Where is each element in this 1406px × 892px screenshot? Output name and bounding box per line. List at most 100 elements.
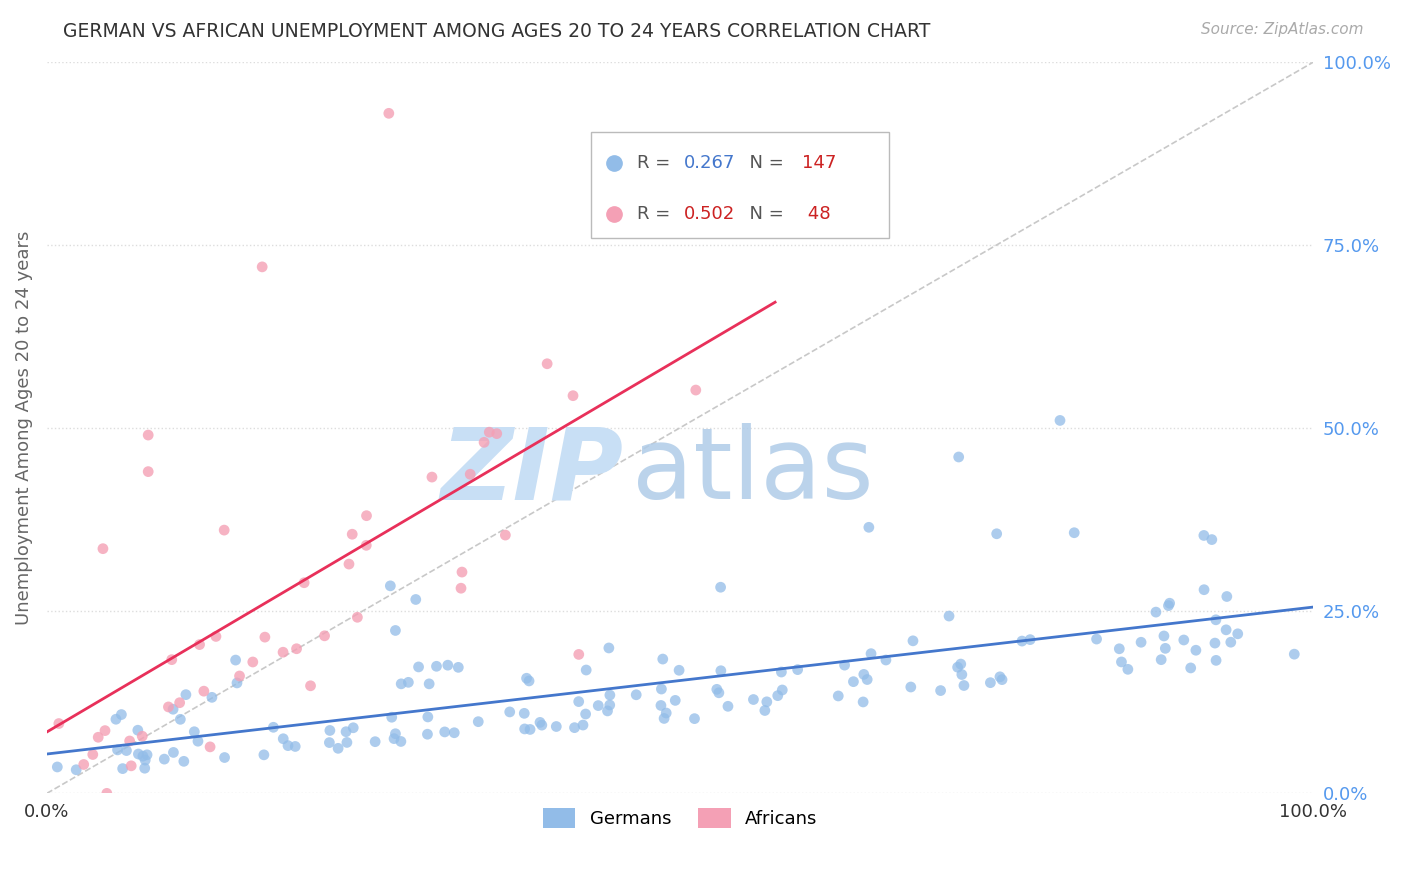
Point bbox=[1180, 661, 1202, 675]
Point bbox=[82, 747, 104, 762]
Point bbox=[118, 734, 141, 748]
Point bbox=[326, 741, 349, 756]
Point bbox=[356, 508, 378, 523]
Point bbox=[188, 638, 211, 652]
Point bbox=[991, 673, 1014, 687]
Point bbox=[201, 690, 224, 705]
Point bbox=[443, 725, 465, 739]
Point bbox=[860, 647, 883, 661]
Point bbox=[356, 538, 378, 552]
Point bbox=[458, 467, 481, 482]
Point bbox=[420, 470, 443, 484]
Point bbox=[655, 706, 678, 720]
Point bbox=[127, 747, 149, 761]
Point bbox=[335, 724, 357, 739]
Point bbox=[564, 721, 586, 735]
Point bbox=[346, 610, 368, 624]
Point bbox=[1226, 627, 1249, 641]
Point bbox=[948, 450, 970, 464]
Point bbox=[1150, 653, 1173, 667]
Point bbox=[271, 731, 294, 746]
Point bbox=[568, 648, 591, 662]
Point bbox=[472, 435, 495, 450]
Text: GERMAN VS AFRICAN UNEMPLOYMENT AMONG AGES 20 TO 24 YEARS CORRELATION CHART: GERMAN VS AFRICAN UNEMPLOYMENT AMONG AGE… bbox=[63, 22, 931, 41]
Point bbox=[1173, 632, 1195, 647]
Point bbox=[384, 727, 406, 741]
Point bbox=[127, 723, 149, 738]
Point bbox=[683, 712, 706, 726]
Point bbox=[478, 425, 501, 440]
Point bbox=[160, 653, 183, 667]
Point bbox=[652, 711, 675, 725]
Point bbox=[314, 629, 336, 643]
Point bbox=[382, 731, 405, 746]
Point bbox=[596, 704, 619, 718]
Point bbox=[598, 640, 620, 655]
Point bbox=[513, 722, 536, 736]
Point bbox=[162, 746, 184, 760]
Point bbox=[901, 633, 924, 648]
Point bbox=[336, 735, 359, 749]
Point bbox=[599, 688, 621, 702]
Point bbox=[1111, 655, 1133, 669]
Point bbox=[946, 660, 969, 674]
Point bbox=[575, 663, 598, 677]
Point bbox=[710, 664, 733, 678]
Point bbox=[318, 735, 340, 749]
Point bbox=[875, 653, 897, 667]
Text: 0.502: 0.502 bbox=[683, 204, 735, 222]
Point bbox=[562, 389, 585, 403]
Point bbox=[136, 465, 159, 479]
Point bbox=[575, 706, 598, 721]
Point bbox=[572, 718, 595, 732]
Point bbox=[110, 707, 132, 722]
Point bbox=[706, 682, 728, 697]
Text: Source: ZipAtlas.com: Source: ZipAtlas.com bbox=[1201, 22, 1364, 37]
Point bbox=[786, 663, 808, 677]
Point bbox=[242, 655, 264, 669]
Point bbox=[253, 630, 276, 644]
Point bbox=[364, 734, 387, 748]
Point bbox=[499, 705, 522, 719]
Point bbox=[1153, 629, 1175, 643]
Point bbox=[111, 762, 134, 776]
Point bbox=[107, 743, 129, 757]
Point bbox=[1019, 632, 1042, 647]
Point bbox=[157, 700, 180, 714]
Point bbox=[250, 260, 273, 274]
Point bbox=[651, 652, 673, 666]
Point bbox=[950, 667, 973, 681]
Point bbox=[378, 106, 401, 120]
Text: ZIP: ZIP bbox=[440, 423, 623, 520]
Point bbox=[436, 658, 458, 673]
Point bbox=[536, 357, 558, 371]
Point bbox=[48, 716, 70, 731]
Point bbox=[852, 667, 875, 681]
Point bbox=[174, 688, 197, 702]
Point bbox=[1157, 599, 1180, 613]
Point bbox=[337, 557, 360, 571]
Point bbox=[389, 677, 412, 691]
Point bbox=[599, 698, 621, 712]
Point bbox=[1154, 641, 1177, 656]
Point bbox=[1205, 613, 1227, 627]
Point bbox=[380, 579, 402, 593]
Point bbox=[717, 699, 740, 714]
Point bbox=[856, 673, 879, 687]
Point bbox=[707, 686, 730, 700]
Point bbox=[136, 747, 159, 762]
Point bbox=[988, 670, 1011, 684]
Point bbox=[226, 676, 249, 690]
Point bbox=[1116, 662, 1139, 676]
Point bbox=[953, 678, 976, 692]
Point bbox=[96, 786, 118, 800]
Point bbox=[198, 739, 221, 754]
Point bbox=[1063, 525, 1085, 540]
Point bbox=[416, 727, 439, 741]
Y-axis label: Unemployment Among Ages 20 to 24 years: Unemployment Among Ages 20 to 24 years bbox=[15, 230, 32, 625]
Point bbox=[115, 743, 138, 757]
Point bbox=[1201, 533, 1223, 547]
Point bbox=[214, 750, 236, 764]
Point bbox=[284, 739, 307, 754]
Point bbox=[132, 749, 155, 764]
